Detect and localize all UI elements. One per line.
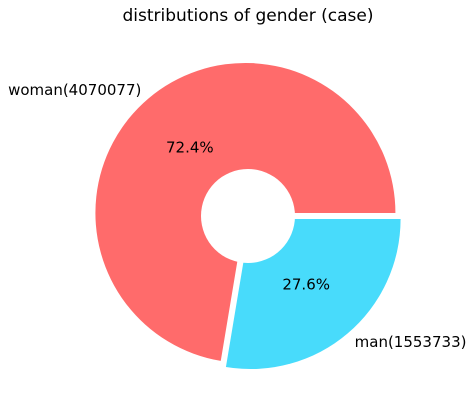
- slice-label-woman: woman(4070077): [8, 81, 141, 99]
- donut-hole: [201, 169, 295, 263]
- percent-label-woman: 72.4%: [166, 138, 214, 156]
- chart-title: distributions of gender (case): [123, 6, 374, 26]
- labels-group: woman(4070077) 72.4% man(1553733) 27.6%: [8, 81, 466, 351]
- percent-label-man: 27.6%: [282, 276, 330, 294]
- slice-label-man: man(1553733): [355, 333, 467, 351]
